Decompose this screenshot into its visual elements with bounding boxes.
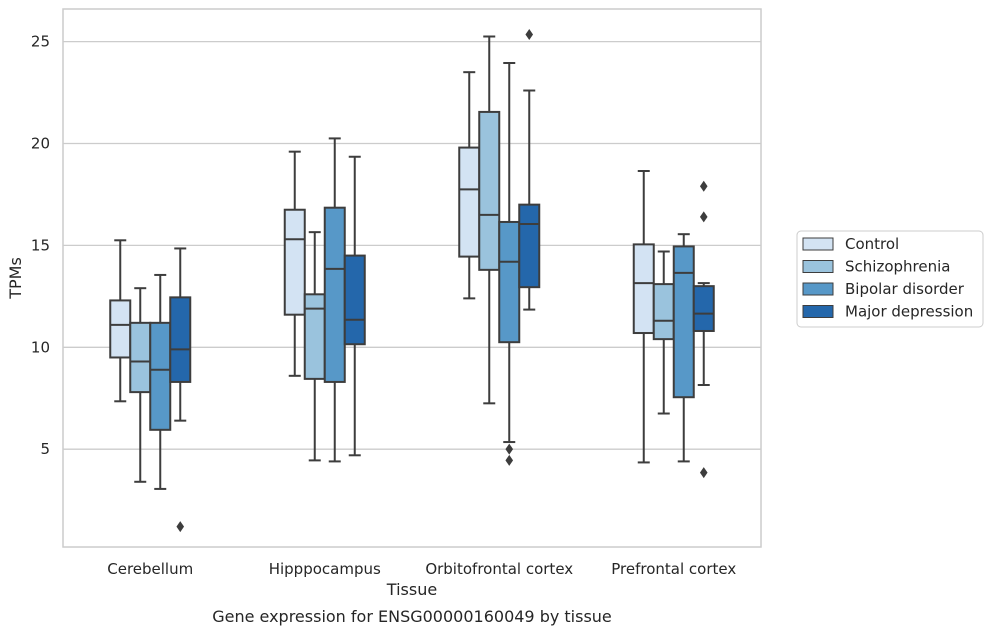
x-tick-label-prefrontal-cortex: Prefrontal cortex bbox=[611, 560, 736, 578]
legend-label-major-depression: Major depression bbox=[845, 303, 973, 321]
legend-swatch-schizophrenia bbox=[802, 260, 834, 273]
y-tick-label-10: 10 bbox=[31, 338, 50, 356]
y-tick-label-15: 15 bbox=[31, 236, 50, 254]
y-tick-labels: 5 10 15 20 25 bbox=[31, 33, 50, 459]
box-iqr bbox=[498, 220, 521, 344]
box-major-depression-hipppocampus bbox=[343, 155, 366, 457]
box-iqr bbox=[283, 208, 306, 316]
box-iqr bbox=[478, 110, 501, 271]
box-major-depression-prefrontal-cortex bbox=[692, 180, 715, 479]
legend: Control Schizophrenia Bipolar disorder Majo… bbox=[796, 230, 984, 328]
legend-label-schizophrenia: Schizophrenia bbox=[845, 258, 950, 276]
box-iqr bbox=[303, 293, 326, 380]
y-axis-title: TPMs bbox=[6, 257, 25, 300]
box-iqr bbox=[109, 299, 132, 359]
chart-caption: Gene expression for ENSG00000160049 by t… bbox=[212, 607, 612, 626]
y-tick-label-25: 25 bbox=[31, 33, 50, 51]
box-iqr bbox=[458, 146, 481, 258]
legend-label-bipolar-disorder: Bipolar disorder bbox=[845, 280, 965, 298]
box-iqr bbox=[323, 206, 346, 383]
outlier-point bbox=[699, 211, 708, 223]
x-axis-title: Tissue bbox=[386, 580, 437, 599]
plot-area-frame bbox=[62, 8, 762, 548]
box-control-prefrontal-cortex bbox=[632, 170, 655, 464]
box-iqr bbox=[129, 321, 152, 394]
box-iqr bbox=[652, 283, 675, 341]
legend-label-control: Control bbox=[845, 235, 899, 253]
outlier-point bbox=[505, 443, 514, 455]
box-iqr bbox=[518, 203, 541, 289]
box-iqr bbox=[169, 296, 192, 383]
box-iqr bbox=[632, 243, 655, 335]
box-bipolar-disorder-prefrontal-cortex bbox=[672, 233, 695, 463]
y-tick-label-20: 20 bbox=[31, 135, 50, 153]
box-iqr bbox=[672, 245, 695, 399]
legend-swatch-control bbox=[802, 237, 834, 251]
x-tick-label-cerebellum: Cerebellum bbox=[107, 560, 193, 578]
outlier-point bbox=[525, 28, 534, 40]
box-schizophrenia-prefrontal-cortex bbox=[652, 250, 675, 415]
box-iqr bbox=[149, 321, 172, 431]
legend-swatch-bipolar-disorder bbox=[802, 282, 834, 296]
x-tick-label-orbitofrontal-cortex: Orbitofrontal cortex bbox=[425, 560, 573, 578]
box-series bbox=[109, 28, 715, 533]
outlier-point bbox=[699, 467, 708, 479]
legend-frame bbox=[796, 230, 984, 328]
outlier-point bbox=[505, 454, 514, 466]
box-schizophrenia-orbitofrontal-cortex bbox=[478, 35, 501, 405]
legend-swatch-major-depression bbox=[802, 305, 834, 318]
box-control-hipppocampus bbox=[283, 150, 306, 377]
box-bipolar-disorder-cerebellum bbox=[149, 273, 172, 490]
y-tick-label-5: 5 bbox=[40, 440, 50, 458]
box-control-cerebellum bbox=[109, 239, 132, 403]
box-iqr bbox=[343, 254, 366, 346]
outlier-point bbox=[699, 180, 708, 192]
box-iqr bbox=[692, 285, 715, 332]
x-tick-label-hipppocampus: Hipppocampus bbox=[269, 560, 381, 578]
box-major-depression-orbitofrontal-cortex bbox=[518, 28, 541, 311]
outlier-point bbox=[176, 521, 185, 533]
x-tick-labels: Cerebellum Hipppocampus Orbitofrontal cort… bbox=[107, 560, 736, 578]
box-major-depression-cerebellum bbox=[169, 247, 192, 533]
